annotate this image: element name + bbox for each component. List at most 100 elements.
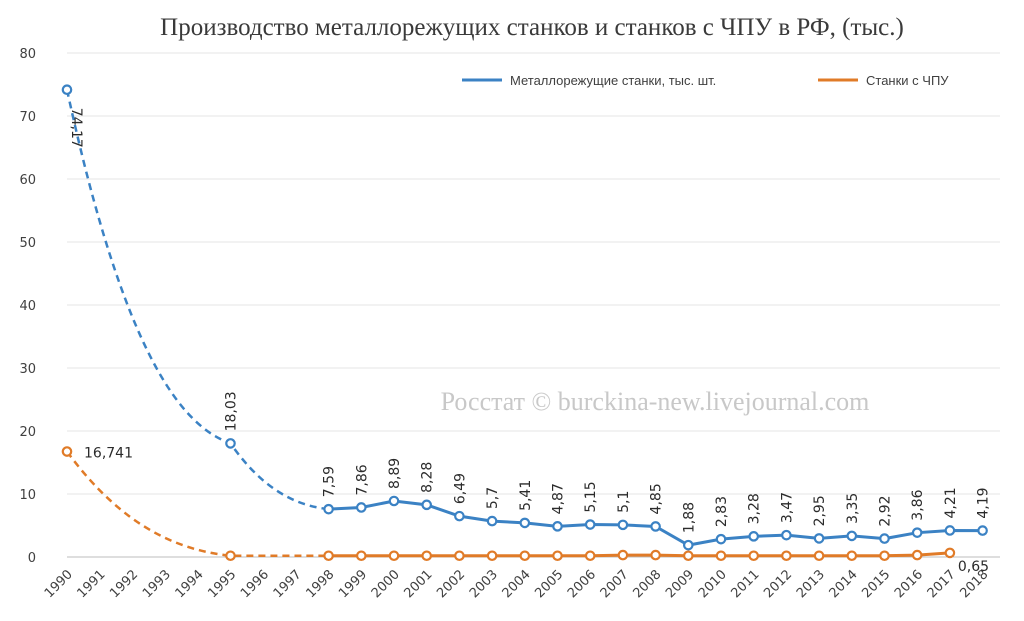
x-axis: 1990199119921993199419951996199719981999… bbox=[42, 567, 992, 601]
series-0-point bbox=[748, 531, 759, 542]
watermark: Росстат © burckina-new.livejournal.com bbox=[441, 387, 870, 416]
series-0-point bbox=[846, 530, 858, 542]
y-tick-label: 50 bbox=[19, 236, 36, 251]
series-1-point bbox=[911, 549, 923, 561]
series-0-point bbox=[650, 521, 661, 532]
series-0-point bbox=[388, 495, 400, 507]
series-0-point bbox=[486, 515, 498, 527]
y-tick-label: 70 bbox=[19, 110, 36, 125]
x-tick-label: 2000 bbox=[369, 567, 403, 601]
series-1-point bbox=[355, 550, 367, 562]
data-label: 2,95 bbox=[812, 495, 828, 526]
x-tick-label: 2001 bbox=[402, 567, 436, 601]
x-tick-label: 2015 bbox=[859, 567, 893, 601]
series-1-point bbox=[879, 550, 890, 562]
y-tick-label: 10 bbox=[19, 488, 36, 503]
series-1-point bbox=[617, 549, 629, 561]
x-tick-label: 2008 bbox=[630, 567, 664, 601]
series-0-point bbox=[61, 84, 73, 96]
x-tick-label: 1994 bbox=[173, 567, 207, 601]
series-0-point bbox=[911, 527, 923, 538]
data-label: 74,17 bbox=[68, 108, 84, 148]
data-label: 2,92 bbox=[878, 495, 894, 526]
series-1-solid-line bbox=[328, 551, 951, 558]
series-1-point bbox=[61, 446, 73, 457]
series-0-point bbox=[879, 533, 890, 544]
data-label: 4,87 bbox=[551, 483, 567, 514]
series-1-point bbox=[846, 550, 858, 562]
data-labels: 74,17 18,03 7,59 7,86 8,89 8,28 6,49 5,7 5,41 4,8… bbox=[68, 108, 992, 575]
x-tick-label: 1996 bbox=[238, 567, 272, 601]
series-1-point bbox=[944, 547, 956, 559]
series-1-point bbox=[552, 550, 563, 562]
series-0-point bbox=[977, 525, 988, 536]
y-axis: 0 10 20 30 40 50 60 70 80 bbox=[19, 47, 36, 566]
series-1-point bbox=[388, 550, 400, 562]
x-tick-label: 2004 bbox=[500, 567, 534, 601]
x-tick-label: 1997 bbox=[271, 567, 305, 601]
data-label: 3,47 bbox=[779, 492, 795, 523]
series-0-point bbox=[519, 517, 531, 529]
y-tick-label: 20 bbox=[19, 425, 36, 440]
series-1-point bbox=[454, 550, 465, 562]
series-1-point bbox=[584, 550, 596, 562]
x-tick-label: 2016 bbox=[892, 567, 926, 601]
x-tick-label: 2009 bbox=[663, 567, 697, 601]
y-tick-label: 0 bbox=[28, 551, 36, 566]
x-tick-label: 2002 bbox=[434, 567, 468, 601]
legend: Металлорежущие станки, тыс. шт. Станки с… bbox=[462, 73, 949, 88]
y-tick-label: 80 bbox=[19, 47, 36, 62]
series-0-point bbox=[617, 519, 629, 531]
series-0-point bbox=[715, 533, 727, 545]
data-label: 8,89 bbox=[387, 458, 403, 489]
x-tick-label: 1990 bbox=[42, 567, 76, 601]
series-0-point bbox=[813, 533, 825, 544]
data-label: 4,21 bbox=[943, 487, 959, 518]
x-tick-label: 2017 bbox=[925, 567, 959, 601]
data-label: 3,86 bbox=[910, 489, 926, 520]
data-label: 5,41 bbox=[518, 480, 534, 511]
x-tick-label: 1999 bbox=[336, 567, 370, 601]
data-label: 18,03 bbox=[224, 391, 240, 431]
y-tick-label: 60 bbox=[19, 173, 36, 188]
y-tick-label: 40 bbox=[19, 299, 36, 314]
x-tick-label: 2013 bbox=[794, 567, 828, 601]
x-tick-label: 1991 bbox=[75, 567, 109, 601]
series-0-point bbox=[781, 529, 792, 541]
x-tick-label: 1995 bbox=[205, 567, 239, 601]
data-label: 5,15 bbox=[583, 481, 599, 512]
x-tick-label: 2003 bbox=[467, 567, 501, 601]
x-tick-label: 2014 bbox=[827, 567, 861, 601]
series-0-point bbox=[355, 502, 367, 513]
data-label: 5,7 bbox=[485, 487, 501, 509]
series-1-point bbox=[225, 550, 236, 562]
series-0-dashed-line bbox=[65, 89, 329, 511]
data-label: 2,83 bbox=[714, 496, 730, 527]
series-0-point bbox=[225, 438, 236, 449]
x-tick-label: 2005 bbox=[532, 567, 566, 601]
x-tick-label: 2010 bbox=[696, 567, 730, 601]
data-label: 0,65 bbox=[958, 559, 989, 575]
data-label: 4,19 bbox=[976, 487, 992, 518]
data-label: 3,35 bbox=[845, 493, 861, 524]
series-1-point bbox=[486, 550, 498, 562]
data-label: 5,1 bbox=[616, 491, 632, 513]
grid bbox=[67, 52, 1000, 558]
x-tick-label: 1993 bbox=[140, 567, 174, 601]
x-tick-label: 2012 bbox=[761, 567, 795, 601]
x-tick-label: 2006 bbox=[565, 567, 599, 601]
series-group bbox=[61, 84, 988, 562]
series-1-point bbox=[519, 550, 531, 562]
series-1-point bbox=[748, 550, 759, 562]
x-tick-label: 2011 bbox=[729, 567, 763, 601]
y-tick-label: 30 bbox=[19, 362, 36, 377]
legend-label-cnc: Станки с ЧПУ bbox=[866, 73, 949, 88]
series-1-point bbox=[650, 549, 661, 561]
x-tick-label: 2007 bbox=[598, 567, 632, 601]
data-label: 16,741 bbox=[84, 446, 133, 462]
data-label: 6,49 bbox=[452, 473, 468, 504]
legend-label-metal: Металлорежущие станки, тыс. шт. bbox=[510, 73, 716, 88]
series-1-point bbox=[421, 550, 432, 562]
data-label: 4,85 bbox=[649, 483, 665, 514]
